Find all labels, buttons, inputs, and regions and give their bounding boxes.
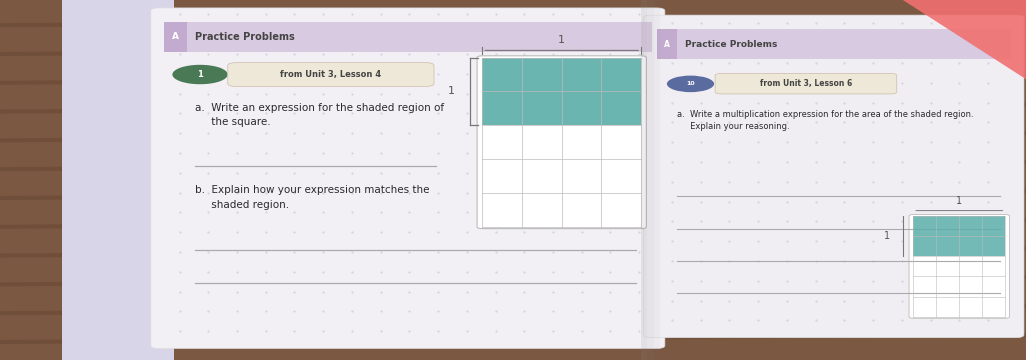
Text: 1: 1: [447, 86, 455, 96]
Bar: [164, 22, 652, 52]
Bar: [164, 13, 662, 347]
Bar: [482, 58, 641, 125]
FancyBboxPatch shape: [715, 73, 897, 94]
Bar: [657, 29, 677, 59]
Text: a.  Write an expression for the shaded region of
     the square.: a. Write an expression for the shaded re…: [195, 103, 444, 127]
FancyBboxPatch shape: [228, 63, 434, 86]
Bar: [62, 0, 174, 360]
Text: 1: 1: [558, 35, 565, 45]
Bar: [913, 216, 1005, 256]
FancyBboxPatch shape: [643, 15, 1024, 338]
Text: from Unit 3, Lesson 4: from Unit 3, Lesson 4: [280, 70, 382, 79]
Text: A: A: [172, 32, 179, 41]
Circle shape: [172, 65, 228, 84]
Bar: [647, 0, 654, 360]
Bar: [656, 19, 1020, 336]
Circle shape: [667, 76, 714, 92]
Text: a.  Write a multiplication expression for the area of the shaded region.
     Ex: a. Write a multiplication expression for…: [677, 110, 974, 131]
Bar: [641, 0, 647, 360]
Polygon shape: [903, 0, 1026, 79]
Text: 1: 1: [956, 196, 962, 206]
Text: from Unit 3, Lesson 6: from Unit 3, Lesson 6: [760, 79, 852, 88]
FancyBboxPatch shape: [477, 56, 646, 229]
Text: A: A: [664, 40, 670, 49]
Bar: [654, 0, 660, 360]
FancyBboxPatch shape: [151, 8, 665, 348]
Bar: [657, 29, 1011, 59]
Text: b.  Explain how your expression matches the
     shaded region.: b. Explain how your expression matches t…: [195, 185, 430, 210]
Text: Practice Problems: Practice Problems: [685, 40, 778, 49]
Bar: [164, 22, 187, 52]
FancyBboxPatch shape: [909, 215, 1010, 318]
Text: Practice Problems: Practice Problems: [195, 32, 294, 42]
Text: 1: 1: [884, 231, 891, 241]
Text: 1: 1: [197, 70, 203, 79]
Text: 10: 10: [686, 81, 695, 86]
